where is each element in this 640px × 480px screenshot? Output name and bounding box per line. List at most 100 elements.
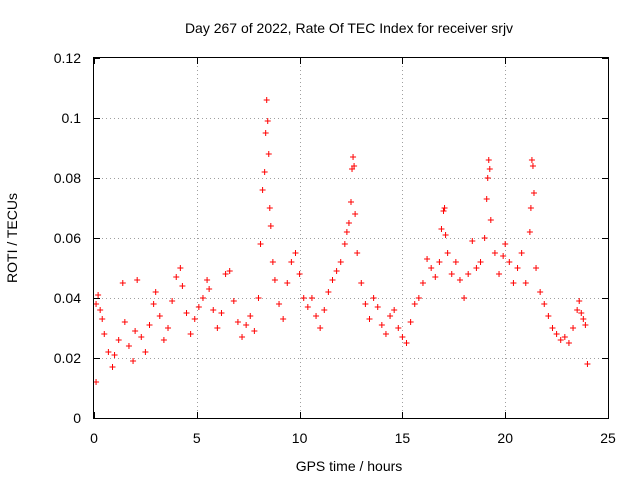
data-point: [496, 271, 503, 277]
data-point: [424, 256, 431, 262]
data-point: [442, 232, 449, 238]
data-point: [391, 307, 398, 313]
data-point: [150, 301, 157, 307]
x-axis-label: GPS time / hours: [296, 458, 403, 474]
data-point: [576, 298, 583, 304]
data-point: [206, 286, 213, 292]
data-point: [296, 271, 303, 277]
chart-title: Day 267 of 2022, Rate Of TEC Index for r…: [185, 20, 513, 36]
data-point: [354, 250, 361, 256]
y-tick-label: 0.02: [54, 350, 81, 366]
data-point: [485, 157, 492, 163]
data-points: [93, 97, 591, 385]
data-point: [183, 310, 190, 316]
data-point: [557, 337, 564, 343]
data-point: [280, 316, 287, 322]
data-point: [432, 274, 439, 280]
data-point: [214, 325, 221, 331]
y-tick-label: 0.08: [54, 170, 81, 186]
data-point: [526, 229, 533, 235]
data-point: [570, 325, 577, 331]
data-point: [99, 316, 106, 322]
data-point: [351, 163, 358, 169]
data-point: [366, 316, 373, 322]
data-point: [395, 325, 402, 331]
data-point: [436, 259, 443, 265]
data-point: [321, 307, 328, 313]
data-point: [271, 277, 278, 283]
data-point: [313, 313, 320, 319]
data-point: [444, 250, 451, 256]
data-point: [177, 265, 184, 271]
data-point: [317, 325, 324, 331]
x-tick-label: 25: [600, 430, 616, 446]
data-point: [440, 208, 447, 214]
data-point: [584, 361, 591, 367]
x-tick-label: 15: [395, 430, 411, 446]
data-point: [456, 277, 463, 283]
data-point: [259, 187, 266, 193]
data-point: [125, 343, 132, 349]
data-point: [487, 217, 494, 223]
grid: [94, 58, 608, 418]
data-point: [441, 205, 448, 211]
data-point: [130, 358, 137, 364]
data-point: [549, 325, 556, 331]
y-tick-label: 0.1: [62, 110, 82, 126]
x-tick-labels: 0 5 10 15 20 25: [90, 430, 616, 446]
data-point: [119, 280, 126, 286]
data-point: [269, 259, 276, 265]
data-point: [348, 199, 354, 205]
data-point: [266, 205, 273, 211]
data-point: [105, 349, 112, 355]
data-point: [574, 307, 581, 313]
data-point: [362, 301, 369, 307]
data-point: [465, 271, 472, 277]
data-point: [191, 316, 198, 322]
data-point: [553, 331, 560, 337]
data-point: [337, 259, 344, 265]
data-point: [276, 301, 283, 307]
data-point: [247, 313, 254, 319]
data-point: [358, 280, 365, 286]
data-point: [419, 280, 426, 286]
data-point: [187, 331, 194, 337]
data-point: [109, 364, 116, 370]
data-point: [518, 250, 525, 256]
data-point: [134, 277, 141, 283]
data-point: [263, 97, 270, 103]
data-point: [265, 151, 272, 157]
data-point: [565, 340, 572, 346]
x-tick-label: 10: [292, 430, 308, 446]
data-point: [561, 334, 568, 340]
data-point: [101, 331, 108, 337]
data-point: [469, 238, 476, 244]
data-point: [528, 157, 535, 163]
data-point: [121, 319, 128, 325]
data-point: [230, 298, 237, 304]
data-point: [527, 205, 534, 211]
data-point: [438, 226, 445, 232]
y-tick-label: 0.06: [54, 230, 81, 246]
data-point: [165, 325, 172, 331]
data-point: [251, 328, 258, 334]
data-point: [288, 259, 295, 265]
data-point: [261, 169, 268, 175]
data-point: [533, 265, 540, 271]
y-axis-label: ROTI / TECUs: [4, 193, 20, 283]
data-point: [329, 277, 336, 283]
data-point: [292, 250, 299, 256]
data-point: [304, 304, 311, 310]
y-tick-labels: 0 0.02 0.04 0.06 0.08 0.1 0.12: [54, 50, 81, 426]
data-point: [343, 229, 350, 235]
data-point: [284, 280, 291, 286]
data-point: [578, 310, 585, 316]
data-point: [146, 322, 153, 328]
data-point: [195, 304, 202, 310]
data-point: [370, 295, 377, 301]
data-point: [239, 334, 246, 340]
data-point: [115, 337, 122, 343]
data-point: [179, 283, 186, 289]
data-point: [169, 298, 176, 304]
